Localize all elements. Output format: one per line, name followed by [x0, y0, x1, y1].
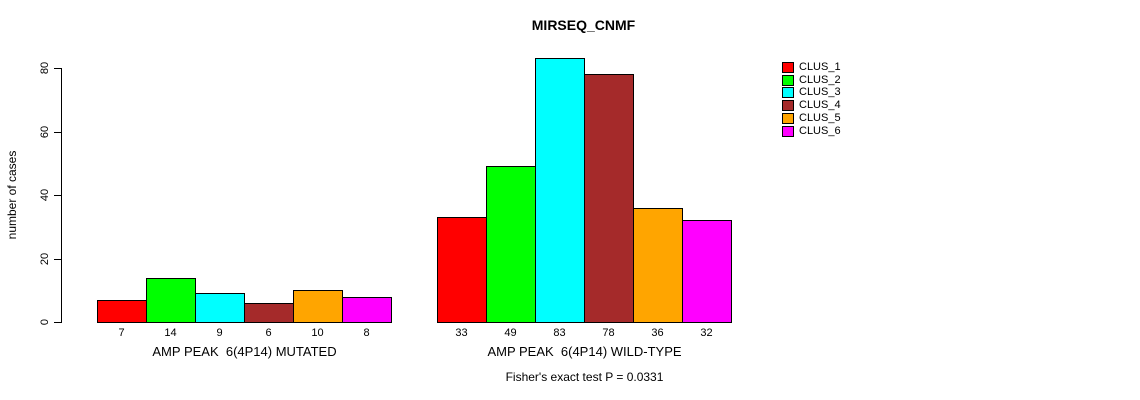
bar-value-label: 9 [216, 327, 223, 339]
legend-item-clus_4: CLUS_4 [782, 99, 841, 112]
bar-value-label: 83 [553, 327, 566, 339]
bar-clus_3 [195, 293, 245, 323]
y-tick-mark [54, 322, 62, 323]
y-tick-label: 0 [39, 318, 51, 326]
group-label: AMP PEAK 6(4P14) WILD-TYPE [487, 344, 682, 359]
legend-label: CLUS_5 [799, 112, 841, 125]
legend-swatch [782, 61, 794, 73]
footnote: Fisher's exact test P = 0.0331 [505, 370, 664, 384]
bar-value-label: 7 [118, 327, 125, 339]
bar-value-label: 10 [311, 327, 324, 339]
bar-value-label: 49 [504, 327, 517, 339]
bar-clus_1 [97, 300, 147, 323]
chart-title: MIRSEQ_CNMF [531, 17, 636, 33]
legend-item-clus_3: CLUS_3 [782, 87, 841, 100]
bar-clus_6 [342, 297, 392, 323]
y-axis-label: number of cases [5, 150, 19, 240]
bar-clus_4 [584, 74, 634, 323]
bar-value-label: 33 [455, 327, 468, 339]
legend-swatch [782, 113, 794, 125]
bar-clus_3 [535, 58, 585, 323]
legend-swatch [782, 125, 794, 137]
legend-item-clus_2: CLUS_2 [782, 74, 841, 87]
legend-item-clus_1: CLUS_1 [782, 61, 841, 74]
bar-value-label: 78 [602, 327, 615, 339]
legend-label: CLUS_2 [799, 73, 841, 86]
bar-value-label: 36 [651, 327, 664, 339]
bar-value-label: 8 [363, 327, 370, 339]
bar-clus_2 [146, 278, 196, 323]
legend-swatch [782, 74, 794, 86]
legend-label: CLUS_6 [799, 124, 841, 137]
y-tick-mark [54, 131, 62, 133]
legend-swatch [782, 87, 794, 99]
legend-item-clus_6: CLUS_6 [782, 125, 841, 138]
legend-label: CLUS_3 [799, 86, 841, 99]
legend: CLUS_1 CLUS_2 CLUS_3 CLUS_4 CLUS_5 CLUS_6 [782, 61, 841, 138]
bar-clus_1 [437, 217, 487, 323]
legend-label: CLUS_1 [799, 60, 841, 73]
group-label: AMP PEAK 6(4P14) MUTATED [152, 344, 337, 359]
bar-clus_5 [293, 290, 343, 323]
y-tick-label: 60 [39, 125, 51, 138]
bar-value-label: 6 [265, 327, 272, 339]
bar-clus_2 [486, 166, 536, 323]
legend-label: CLUS_4 [799, 99, 841, 112]
bar-clus_5 [633, 208, 683, 323]
bar-clus_4 [244, 303, 294, 323]
bar-clus_6 [682, 220, 732, 323]
y-tick-mark [54, 68, 62, 69]
legend-swatch [782, 100, 794, 112]
legend-item-clus_5: CLUS_5 [782, 112, 841, 125]
y-tick-mark [54, 195, 62, 196]
bar-value-label: 32 [700, 327, 713, 339]
y-tick-mark [54, 258, 62, 260]
y-tick-label: 20 [39, 252, 51, 265]
y-tick-label: 80 [39, 61, 51, 75]
bar-value-label: 14 [164, 327, 177, 339]
y-tick-label: 40 [39, 188, 51, 202]
